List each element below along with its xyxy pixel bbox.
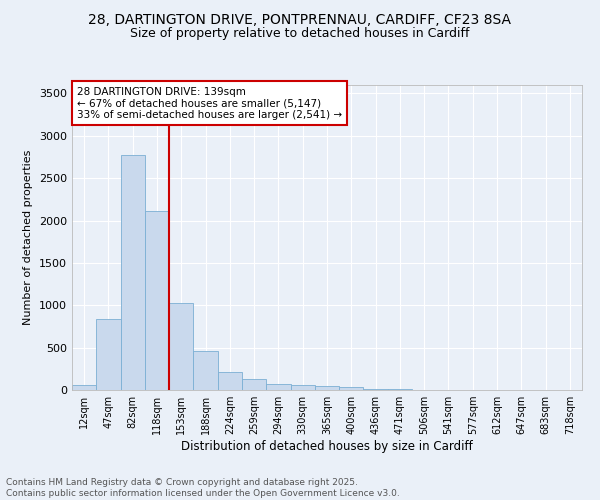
Bar bbox=[290, 386, 315, 390]
Bar bbox=[339, 388, 364, 390]
Text: 28 DARTINGTON DRIVE: 139sqm
← 67% of detached houses are smaller (5,147)
33% of : 28 DARTINGTON DRIVE: 139sqm ← 67% of det… bbox=[77, 86, 342, 120]
Y-axis label: Number of detached properties: Number of detached properties bbox=[23, 150, 34, 325]
Text: 28, DARTINGTON DRIVE, PONTPRENNAU, CARDIFF, CF23 8SA: 28, DARTINGTON DRIVE, PONTPRENNAU, CARDI… bbox=[89, 12, 511, 26]
Text: Size of property relative to detached houses in Cardiff: Size of property relative to detached ho… bbox=[130, 28, 470, 40]
Bar bbox=[193, 352, 218, 390]
Bar bbox=[169, 302, 193, 390]
Bar bbox=[242, 378, 266, 390]
Bar bbox=[145, 211, 169, 390]
Bar bbox=[364, 388, 388, 390]
Bar bbox=[96, 319, 121, 390]
Bar bbox=[121, 156, 145, 390]
Bar bbox=[266, 384, 290, 390]
X-axis label: Distribution of detached houses by size in Cardiff: Distribution of detached houses by size … bbox=[181, 440, 473, 453]
Bar bbox=[72, 385, 96, 390]
Bar bbox=[388, 389, 412, 390]
Bar bbox=[218, 372, 242, 390]
Bar bbox=[315, 386, 339, 390]
Text: Contains HM Land Registry data © Crown copyright and database right 2025.
Contai: Contains HM Land Registry data © Crown c… bbox=[6, 478, 400, 498]
